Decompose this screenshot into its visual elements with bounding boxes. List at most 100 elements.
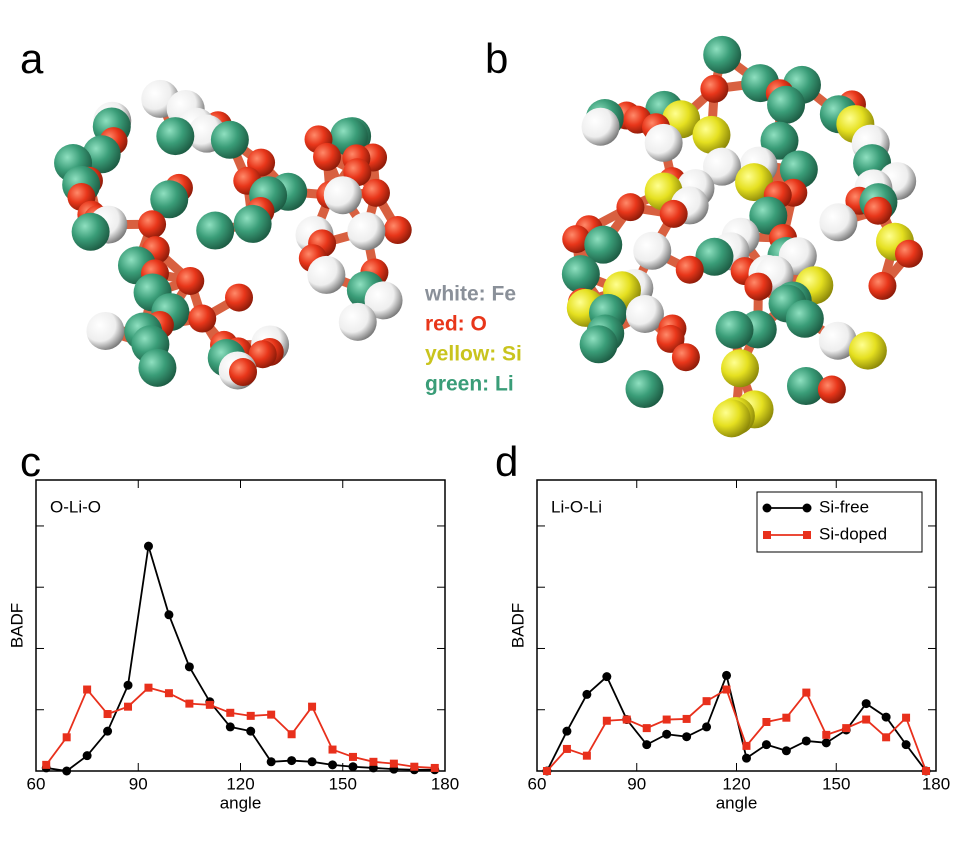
marker (902, 714, 910, 722)
atom (324, 176, 362, 214)
legend-label: Si-doped (819, 524, 887, 543)
marker (643, 724, 651, 732)
atom (616, 193, 644, 221)
x-tick-label: 150 (822, 774, 850, 793)
atom-legend-label: yellow: Si (425, 343, 522, 366)
marker (902, 740, 911, 749)
atom (156, 117, 194, 155)
marker (862, 716, 870, 724)
marker (328, 760, 337, 769)
atom (849, 332, 887, 370)
atom (744, 273, 772, 301)
x-tick-label: 90 (627, 774, 646, 793)
atom (626, 370, 664, 408)
x-axis-label: angle (716, 793, 758, 812)
x-tick-label: 180 (431, 774, 459, 793)
atom (580, 325, 618, 363)
marker (543, 767, 551, 775)
marker (390, 760, 398, 768)
atom (347, 212, 385, 250)
x-axis-label: angle (220, 793, 262, 812)
atom (626, 295, 664, 333)
legend-marker (763, 531, 771, 539)
atom (562, 255, 600, 293)
marker (762, 718, 770, 726)
atom (864, 197, 892, 225)
atom-legend-label: red: O (425, 313, 487, 336)
marker (308, 757, 317, 766)
marker (369, 758, 377, 766)
panel-label: b (485, 35, 508, 82)
marker (267, 757, 276, 766)
marker (703, 697, 711, 705)
marker (144, 684, 152, 692)
atom (713, 399, 751, 437)
marker (782, 714, 790, 722)
y-axis-label: BADF (508, 603, 527, 648)
atom (767, 86, 805, 124)
atom (225, 284, 253, 312)
marker (288, 730, 296, 738)
marker (623, 716, 631, 724)
marker (742, 754, 751, 763)
series-line (46, 688, 435, 768)
atom (700, 75, 728, 103)
marker (267, 711, 275, 719)
atom (176, 267, 204, 295)
marker (802, 736, 811, 745)
atom (72, 213, 110, 251)
panel-label: d (495, 438, 518, 485)
marker (922, 767, 930, 775)
atom (196, 212, 234, 250)
marker (83, 751, 92, 760)
marker (42, 761, 50, 769)
marker (165, 689, 173, 697)
atom (868, 272, 896, 300)
marker (682, 732, 691, 741)
marker (124, 703, 132, 711)
x-tick-label: 180 (922, 774, 950, 793)
marker (582, 690, 591, 699)
atom (895, 240, 923, 268)
marker (583, 752, 591, 760)
atom (716, 311, 754, 349)
marker (882, 713, 891, 722)
marker (62, 767, 71, 776)
atom (86, 312, 124, 350)
atom (188, 305, 216, 333)
annotation: Li-O-Li (551, 497, 602, 516)
marker (723, 686, 731, 694)
marker (563, 745, 571, 753)
marker (246, 727, 255, 736)
atom (138, 349, 176, 387)
marker (185, 700, 193, 708)
atom (307, 256, 345, 294)
marker (882, 733, 890, 741)
marker (562, 727, 571, 736)
marker (103, 727, 112, 736)
marker (663, 716, 671, 724)
atom (703, 36, 741, 74)
legend-marker (803, 504, 812, 513)
marker (410, 763, 418, 771)
marker (662, 730, 671, 739)
atom (676, 256, 704, 284)
atom (819, 203, 857, 241)
atom (229, 358, 257, 386)
x-tick-label: 90 (129, 774, 148, 793)
marker (104, 710, 112, 718)
legend-marker (803, 531, 811, 539)
x-tick-label: 150 (329, 774, 357, 793)
atom (786, 300, 824, 338)
legend-label: Si-free (819, 497, 869, 516)
atom (138, 210, 166, 238)
atom (234, 205, 272, 243)
marker (782, 746, 791, 755)
marker (124, 681, 133, 690)
x-tick-label: 60 (27, 774, 46, 793)
atom-legend-label: white: Fe (424, 283, 516, 306)
atom (818, 376, 846, 404)
plot-frame (36, 480, 445, 771)
figure: a b c d white: Fered: Oyellow: Sigreen: … (0, 0, 964, 848)
atom (721, 349, 759, 387)
